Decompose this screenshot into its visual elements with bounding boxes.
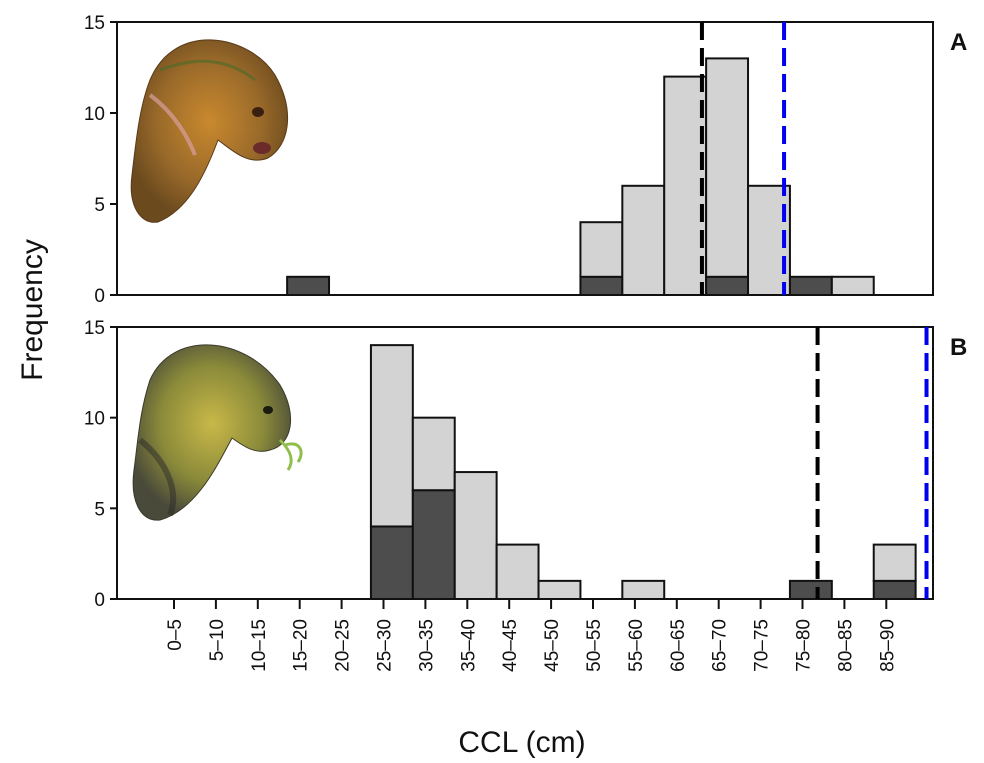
bar-light [872,543,917,582]
panel-label-b: B [950,334,967,361]
x-axis-title: CCL (cm) [458,726,585,759]
x-tick-label: 55–60 [626,619,647,672]
x-tick-label: 25–30 [375,619,396,672]
x-tick-label: 75–80 [794,619,815,672]
x-tick-label: 20–25 [333,619,354,672]
panel-b: B 0 5 10 15 [84,318,967,611]
x-tick-label: 5–10 [207,619,228,661]
x-tick-label: 85–90 [877,619,898,672]
panel-a-frame [116,21,934,296]
x-tick-label: 15–20 [291,619,312,672]
bar-light [453,471,498,601]
y-tick-label: 0 [94,286,105,307]
x-tick-label: 35–40 [458,619,479,672]
bar-dark [411,489,456,601]
y-axis-title: Frequency [16,239,49,381]
y-tick-label: 15 [84,13,105,34]
bar-light [369,344,414,528]
x-tick-label: 65–70 [710,619,731,672]
x-tick-label: 60–65 [668,619,689,672]
x-axis: 0–5 5–10 10–15 15–20 20–25 25–30 30–35 35–40 40–… [165,599,898,672]
bar-dark [788,275,833,296]
panel-label-a: A [950,29,967,56]
x-tick-label: 45–50 [542,619,563,672]
panel-a: A 0 5 10 15 [84,13,967,307]
bar-dark [788,579,833,600]
y-tick-label: 0 [94,590,105,611]
bar-dark [705,275,750,296]
bar-light [621,184,666,296]
x-tick-label: 50–55 [584,619,605,672]
y-tick-label: 5 [94,195,105,216]
bar-light [705,57,750,278]
bar-dark [579,275,624,296]
x-tick-label: 80–85 [835,619,856,672]
bar-light [830,275,875,296]
bar-dark [286,275,331,296]
turtle-illustration-a [130,39,289,223]
bar-dark [369,525,414,601]
bar-light [621,579,666,600]
bar-light [579,221,624,278]
bar-light [411,416,456,492]
turtle-illustration-b [132,344,303,521]
x-tick-label: 0–5 [165,619,186,651]
y-tick-label: 5 [94,499,105,520]
y-tick-label: 15 [84,318,105,339]
x-tick-label: 40–45 [500,619,521,672]
bar-light [537,579,582,600]
x-tick-label: 30–35 [416,619,437,672]
bar-light [663,75,708,296]
bar-light [495,543,540,600]
y-tick-label: 10 [84,104,105,125]
x-tick-label: 10–15 [249,619,270,672]
y-tick-label: 10 [84,409,105,430]
bar-dark [872,579,917,600]
x-tick-label: 70–75 [752,619,773,672]
